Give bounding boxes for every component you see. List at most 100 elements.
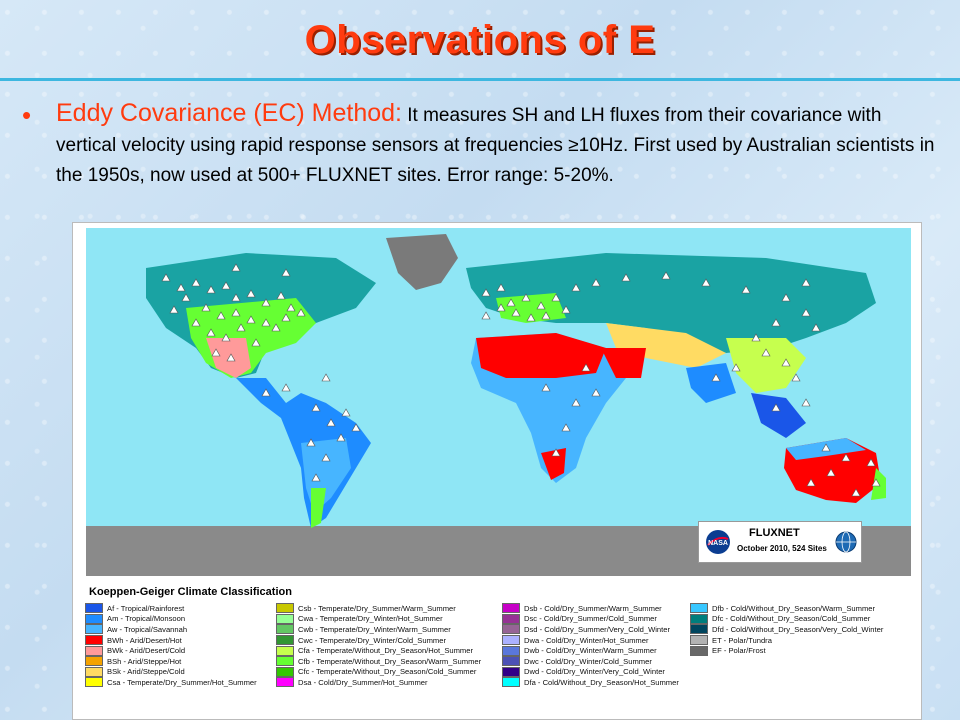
legend-item: Cfa - Temperate/Without_Dry_Season/Hot_S… [276,645,481,656]
legend-column: Af - Tropical/Rainforest Am - Tropical/Mo… [85,603,257,688]
site-marker [326,418,336,427]
legend-label: Af - Tropical/Rainforest [107,603,185,613]
site-marker [226,353,236,362]
site-marker [481,311,491,320]
site-marker [561,423,571,432]
site-marker [281,268,291,277]
bullet-icon: • [22,100,32,130]
legend-label: Cfa - Temperate/Without_Dry_Season/Hot_S… [298,646,474,656]
legend-swatch [85,624,103,635]
site-marker [161,273,171,282]
site-marker [866,458,876,467]
legend-label: BSh - Arid/Steppe/Hot [107,656,182,666]
legend-swatch [85,666,103,677]
legend-item: Dwd - Cold/Dry_Winter/Very_Cold_Winter [502,666,679,678]
site-marker [591,278,601,287]
legend-label: Dwc - Cold/Dry_Winter/Cold_Summer [524,656,652,666]
legend-item: Dwa - Cold/Dry_Winter/Hot_Summer [502,635,679,646]
site-marker [781,358,791,367]
site-marker [511,308,521,317]
legend-item: Csa - Temperate/Dry_Summer/Hot_Summer [85,677,257,688]
greenland [386,234,458,290]
legend-item: Csb - Temperate/Dry_Summer/Warm_Summer [276,603,481,614]
legend-label: BWk - Arid/Desert/Cold [107,646,186,656]
legend-swatch [276,613,294,624]
fluxnet-map-figure: NASA FLUXNET October 2010, 524 Sites Koe… [72,222,922,720]
legend-item: Cwb - Temperate/Dry_Winter/Warm_Summer [276,624,481,635]
legend-swatch [276,666,294,677]
legend-label: ET - Polar/Tundra [712,635,772,645]
legend-swatch [502,677,520,688]
site-marker [496,283,506,292]
legend-label: Dwd - Cold/Dry_Winter/Very_Cold_Winter [524,667,665,677]
legend-swatch [85,645,103,656]
legend-item: Dfd - Cold/Without_Dry_Season/Very_Cold_… [690,624,883,635]
legend-item: Dfb - Cold/Without_Dry_Season/Warm_Summe… [690,603,883,614]
site-marker [321,373,331,382]
legend-item: BWh - Arid/Desert/Hot [85,635,257,646]
legend-swatch [690,645,708,656]
site-marker [341,408,351,417]
legend-item: BSh - Arid/Steppe/Hot [85,656,257,667]
legend-label: EF - Polar/Frost [712,646,766,656]
site-marker [551,293,561,302]
site-marker [306,438,316,447]
site-marker [661,271,671,280]
legend-item: Dsa - Cold/Dry_Summer/Hot_Summer [276,677,481,688]
site-marker [871,478,881,487]
site-marker [221,281,231,290]
legend-title: Koeppen-Geiger Climate Classification [89,586,292,598]
legend-swatch [502,624,520,635]
legend-item: ET - Polar/Tundra [690,635,883,646]
legend-item: Dsd - Cold/Dry_Summer/Very_Cold_Winter [502,624,679,635]
legend-label: Csa - Temperate/Dry_Summer/Hot_Summer [107,677,257,687]
site-marker [801,278,811,287]
legend-swatch [690,624,708,635]
nasa-logo-icon: NASA [706,530,730,554]
site-marker [811,323,821,332]
fluxnet-badge: NASA FLUXNET October 2010, 524 Sites [698,521,862,563]
site-marker [281,313,291,322]
site-marker [191,318,201,327]
legend-label: Csb - Temperate/Dry_Summer/Warm_Summer [298,603,456,613]
legend-label: Dwa - Cold/Dry_Winter/Hot_Summer [524,635,649,645]
site-marker [321,453,331,462]
slide-title: Observations of E [304,18,656,62]
site-marker [841,453,851,462]
legend-label: Aw - Tropical/Savannah [107,624,188,634]
legend-swatch [690,603,708,614]
site-marker [581,363,591,372]
site-marker [221,333,231,342]
site-marker [541,383,551,392]
fluxnet-sites [161,263,881,497]
legend-label: Cwc - Temperate/Dry_Winter/Cold_Summer [298,635,446,645]
legend-swatch [502,666,520,677]
site-marker [311,403,321,412]
bullet-body: It measures SH and LH fluxes from their … [56,105,935,186]
southeast-asia [751,393,806,438]
legend-swatch [690,635,708,646]
legend-label: Am - Tropical/Monsoon [107,614,186,624]
site-marker [801,398,811,407]
site-marker [236,323,246,332]
legend-item: Dwc - Cold/Dry_Winter/Cold_Summer [502,656,679,667]
site-marker [206,285,216,294]
legend-swatch [85,603,103,614]
bullet-lead: Eddy Covariance (EC) Method: [56,99,402,127]
legend-label: Cfc - Temperate/Without_Dry_Season/Cold_… [298,667,477,677]
site-marker [336,433,346,442]
site-marker [826,468,836,477]
site-marker [281,383,291,392]
site-marker [211,348,221,357]
legend-swatch [276,603,294,614]
legend-item: EF - Polar/Frost [690,645,883,656]
site-marker [851,488,861,497]
legend-label: Dwb - Cold/Dry_Winter/Warm_Summer [524,646,657,656]
svg-text:NASA: NASA [708,540,728,547]
legend-item: Dsc - Cold/Dry_Summer/Cold_Summer [502,613,679,625]
legend-swatch [85,656,103,667]
site-marker [731,363,741,372]
site-marker [261,318,271,327]
site-marker [276,291,286,300]
site-marker [521,293,531,302]
